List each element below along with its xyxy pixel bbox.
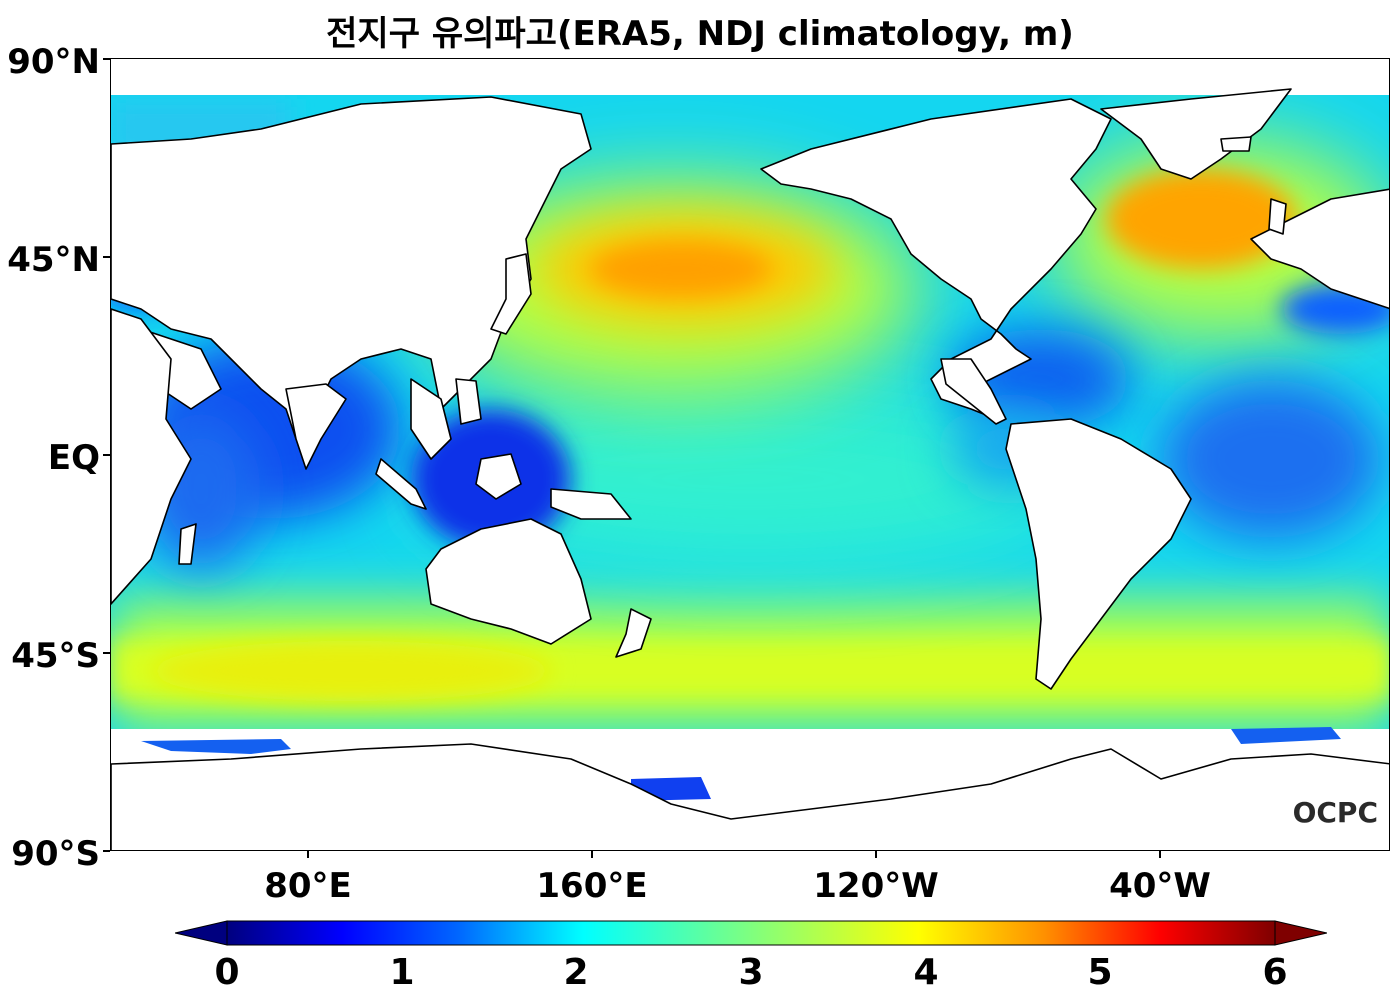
land-sumatra — [375, 458, 427, 510]
antarctic-ice-edge — [141, 739, 291, 754]
lat-label-45n: 45°N — [7, 240, 100, 280]
land-southeast-asia — [410, 378, 452, 460]
map-title: 전지구 유의파고(ERA5, NDJ climatology, m) — [326, 14, 1074, 54]
land-africa — [111, 308, 192, 605]
map-canvas — [111, 59, 1389, 850]
continents — [111, 88, 1389, 850]
land-british-isles — [1268, 198, 1287, 235]
colorbar-tick-1: 1 — [389, 952, 415, 993]
lat-tick — [103, 850, 110, 852]
land-philippines — [455, 378, 482, 425]
lat-label-90s: 90°S — [11, 834, 100, 874]
land-iceland — [1220, 136, 1252, 152]
lat-tick — [103, 58, 110, 60]
arctic-mask — [111, 59, 1389, 95]
wave-height-map — [110, 58, 1390, 851]
colorbar — [175, 920, 1327, 946]
land-antarctica — [111, 743, 1389, 850]
colorbar-tick-0: 0 — [214, 952, 240, 993]
colorbar-tick-2: 2 — [563, 952, 589, 993]
lon-tick — [1159, 851, 1161, 858]
lon-label-80e: 80°E — [264, 866, 352, 906]
colorbar-tick-5: 5 — [1087, 952, 1113, 993]
lat-tick — [103, 454, 110, 456]
land-new-zealand — [615, 608, 652, 658]
land-borneo — [475, 453, 522, 500]
land-south-america — [1005, 418, 1192, 690]
antarctic-ice-edge — [1231, 727, 1341, 744]
lon-tick — [307, 851, 309, 858]
land-greenland — [1100, 88, 1292, 180]
lon-tick — [875, 851, 877, 858]
colorbar-tick-4: 4 — [913, 952, 939, 993]
colorbar-tick-3: 3 — [738, 952, 764, 993]
lat-tick — [103, 256, 110, 258]
lat-label-eq: EQ — [47, 438, 100, 478]
ocpc-watermark: OCPC — [1292, 796, 1378, 829]
colorbar-min-extend — [175, 920, 228, 946]
lon-label-40w: 40°W — [1109, 866, 1211, 906]
colorbar-gradient — [226, 920, 1276, 946]
lon-tick — [591, 851, 593, 858]
lat-label-90n: 90°N — [7, 42, 100, 82]
lat-label-45s: 45°S — [11, 636, 100, 676]
land-madagascar — [178, 523, 197, 565]
lon-label-160e: 160°E — [536, 866, 648, 906]
land-japan — [490, 253, 532, 335]
land-central-america — [940, 358, 1007, 425]
colorbar-tick-6: 6 — [1262, 952, 1288, 993]
land-australia — [425, 518, 592, 645]
land-europe — [1250, 188, 1389, 310]
land-north-america — [760, 98, 1112, 420]
lat-tick — [103, 652, 110, 654]
lon-label-120w: 120°W — [813, 866, 939, 906]
colorbar-max-extend — [1274, 920, 1327, 946]
land-india — [285, 383, 347, 470]
land-new-guinea — [550, 488, 632, 520]
